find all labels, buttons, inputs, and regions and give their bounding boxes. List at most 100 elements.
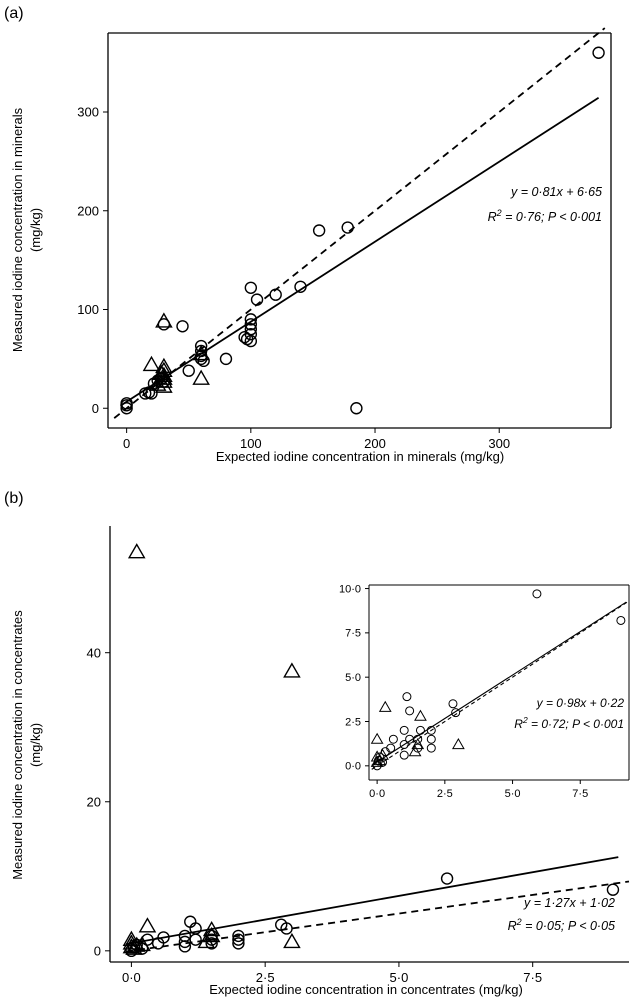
panel-a-triangle-point [155,377,173,393]
panel-b-circle-point [606,883,620,896]
inset-y-tick-label: 5·0 [345,672,361,684]
inset-x-ticks: 0·0 2·5 5·0 7·5 [369,780,588,800]
panel-a-circle-point [244,318,258,331]
inset-circle-point [415,725,425,735]
inset-triangle-point [408,745,422,757]
panel-a-label: (a) [4,5,24,22]
panel-a-y-tick-label: 100 [77,302,99,317]
inset-circle-point [405,706,415,716]
panel-a-circle-point [244,313,258,326]
panel-a-circle-point [197,354,210,368]
inset-triangle-point [370,755,384,767]
panel-a-line-of-identity [113,27,606,419]
panel-a-circle-point [219,352,233,366]
panel-b-triangle-point [202,920,221,937]
panel-b-circle-point [189,922,202,935]
inset-x-tick-label: 0·0 [369,788,385,800]
inset-points [370,589,626,771]
panel-b-equation: y = 1·27x + 1·02 R2 = 0·05; P < 0·05 [508,896,615,933]
panel-a-circle-point [244,334,258,348]
panel-a-equation: y = 0·81x + 6·65 R2 = 0·76; P < 0·001 [488,185,602,224]
inset-background [313,575,631,795]
inset-circle-point [532,589,542,599]
panel-b-y-tick-label: 20 [87,794,101,809]
panel-a-x-ticks: 0 100 200 300 [123,428,510,451]
panel-b-triangle-point [283,932,301,949]
panel-a-y-axis-label: Measured iodine concentration in mineral… [10,107,43,352]
inset-triangle-point [370,732,384,744]
inset-circle-point [426,743,436,753]
panel-a-triangle-point [155,361,173,378]
panel-b-y-axis-label: Measured iodine concentration in concent… [10,610,43,880]
inset-y-tick-label: 7·5 [345,628,361,640]
panel-a-x-tick-label: 300 [488,436,510,451]
panel-b-equation-line2: R2 = 0·05; P < 0·05 [508,917,615,933]
inset-y-tick-label: 10·0 [339,583,361,595]
panel-b-triangle-point [127,936,146,952]
inset-circle-point [399,740,409,750]
inset-circle-point [386,743,396,753]
panel-a-circle-point [312,224,326,237]
panel-a-equation-line1: y = 0·81x + 6·65 [510,185,602,199]
panel-b-circle-point [141,933,154,946]
panel-b-x-tick-label: 2·5 [256,970,275,985]
panel-b-circle-point [232,933,245,946]
panel-b-triangle-point [122,938,141,954]
panel-b-x-ticks: 0·0 2·5 5·0 7·5 [122,962,542,985]
inset-equation: y = 0·98x + 0·22 R2 = 0·72; P < 0·001 [514,696,624,731]
panel-b-circle-point [205,937,218,950]
panel-a-circle-point [176,320,189,333]
inset-circle-point [402,692,412,702]
inset-circle-point [426,734,436,744]
inset-triangle-point [370,750,384,762]
inset-x-tick-label: 7·5 [572,788,588,800]
panel-a-circle-point [244,327,258,341]
panel-b-circle-point [178,929,192,943]
panel-a-triangle-point [155,372,173,388]
panel-a-y-tick-label: 0 [92,401,99,416]
inset-circle-point [399,750,409,760]
inset-equation-line1: y = 0·98x + 0·22 [536,696,625,710]
inset-triangle-point [414,709,427,721]
panel-b-y-axis-label-line1: Measured iodine concentration in concent… [10,610,25,880]
panel-b-frame [109,526,629,963]
inset-triangle-point [378,700,392,712]
panel-a-regression-line [119,96,600,407]
inset-circle-point [426,725,436,735]
panel-a-triangle-point [142,355,161,372]
inset-circle-point [388,734,398,744]
panel-b-triangle-point [133,935,151,952]
inset-equation-line2: R2 = 0·72; P < 0·001 [514,715,624,731]
panel-b-x-tick-label: 0·0 [122,970,141,985]
panel-b-triangle-point [125,939,143,955]
panel-a-frame [107,32,612,429]
inset-circle-point [448,699,458,709]
panel-a-circle-point [194,339,208,353]
panel-b-points [122,543,620,958]
panel-a-circle-point [294,280,307,293]
inset-circle-point [451,708,461,718]
panel-a-circle-point [592,46,605,59]
panel-a-points [120,46,605,415]
panel-a-circle-point [238,330,251,344]
panel-a-triangle-point [155,366,173,382]
panel-a-circle-point [269,288,282,301]
panel-a-circle-point [120,397,133,410]
panel-b-x-tick-label: 7·5 [523,970,542,985]
panel-b-circle-point [440,872,454,885]
panel-b-equation-line1: y = 1·27x + 1·02 [523,896,615,910]
panel-a-circle-point [120,402,133,415]
panel-a-triangle-point [155,369,173,385]
inset-circle-point [399,725,409,735]
panel-a-x-tick-label: 200 [364,436,386,451]
panel-a-y-axis-label-line1: Measured iodine concentration in mineral… [10,107,25,352]
panel-a-fit-lines [113,27,606,419]
panel-b-y-axis-label-line2: (mg/kg) [28,723,43,767]
panel-b-circle-point [232,937,245,950]
panel-a-triangle-point [155,312,173,328]
inset-triangle-point [411,738,425,750]
panel-a-x-axis-label: Expected iodine concentration in mineral… [216,449,504,464]
panel-a-y-ticks: 0 100 200 300 [77,105,108,416]
panel-b-triangle-point [283,662,301,678]
